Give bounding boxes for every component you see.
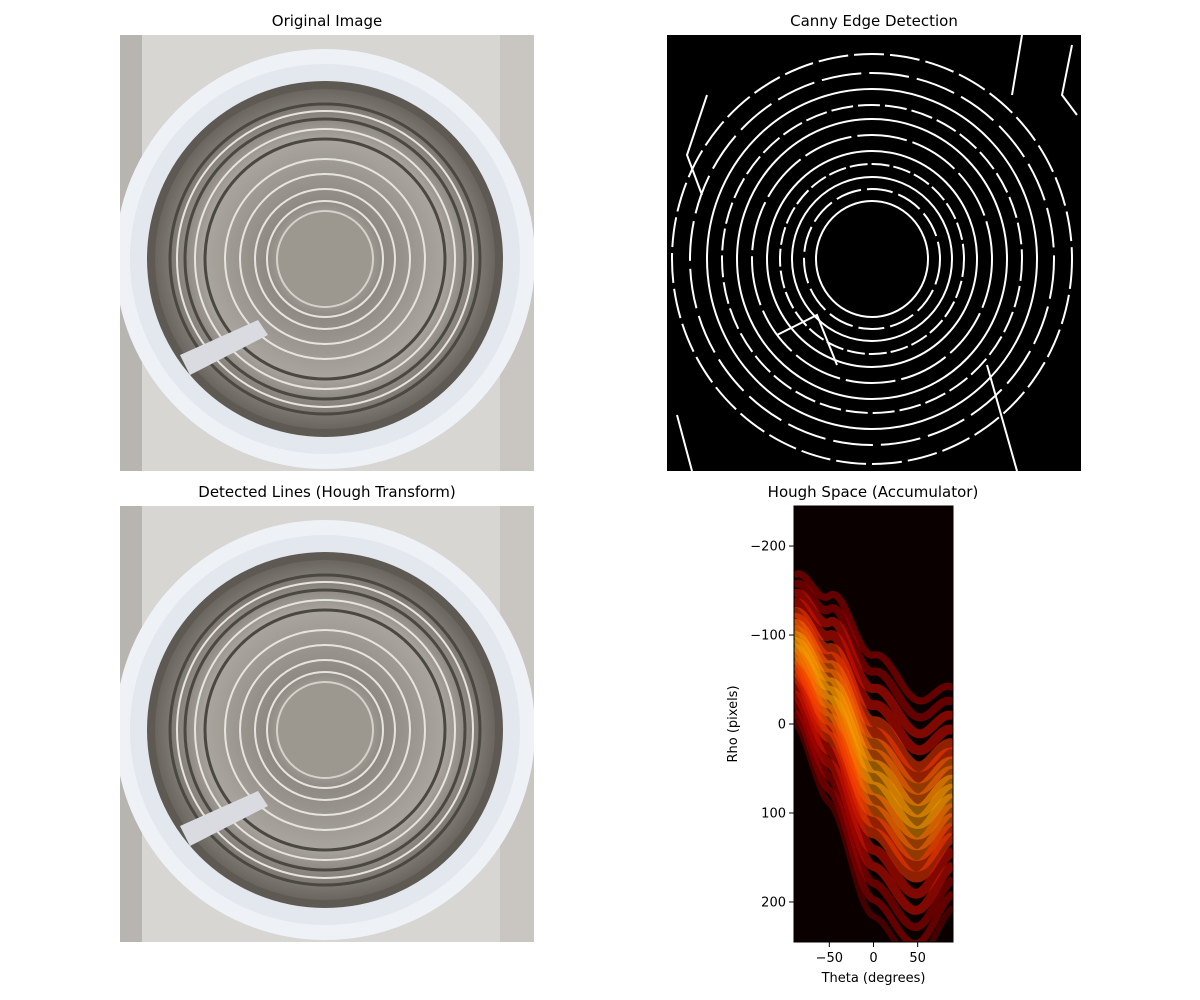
y-tick-label: 200 [761, 895, 786, 910]
x-axis-label: Theta (degrees) [821, 971, 926, 986]
hough-band [794, 579, 953, 722]
detected-lines-title: Detected Lines (Hough Transform) [198, 483, 456, 501]
y-tick-label: 100 [761, 806, 786, 821]
x-tick-label: 0 [869, 951, 877, 966]
hough-band [794, 690, 953, 915]
hough-band [794, 597, 953, 756]
hough-band [794, 719, 953, 942]
hough-space-chart: −200 −100 0 100 200 −50 0 50 Rho (pixels) Thet… [700, 500, 1000, 995]
y-tick-label: −100 [750, 629, 786, 644]
x-tick-label: −50 [816, 951, 843, 966]
hough-band [794, 670, 953, 883]
hough-band [794, 709, 953, 942]
y-tick-label: 0 [778, 718, 786, 733]
detected-lines-image [120, 506, 534, 942]
x-tick-label: 50 [909, 951, 926, 966]
hough-space-title: Hough Space (Accumulator) [767, 483, 979, 501]
hough-band [794, 680, 953, 899]
canny-title: Canny Edge Detection [790, 12, 958, 30]
y-tick-label: −200 [750, 540, 786, 555]
canny-edge-image [667, 35, 1081, 471]
original-image-title: Original Image [271, 12, 383, 30]
hough-band [794, 700, 953, 931]
y-axis-label: Rho (pixels) [726, 685, 741, 762]
hough-band [794, 570, 953, 705]
hough-band [794, 588, 953, 739]
original-image [120, 35, 534, 471]
